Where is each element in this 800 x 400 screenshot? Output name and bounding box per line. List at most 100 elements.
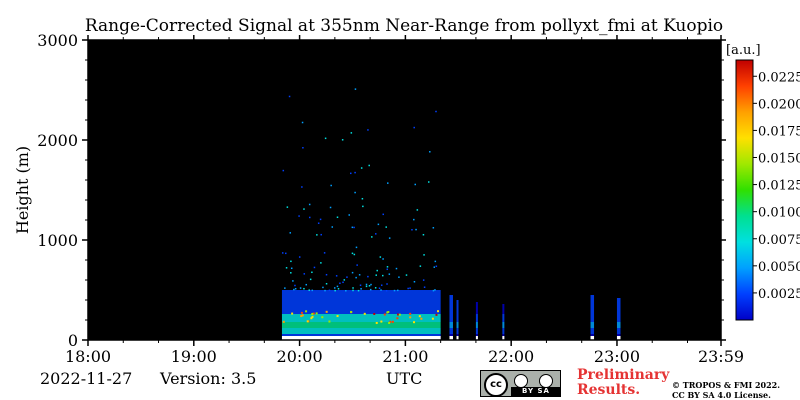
signal-band — [502, 304, 505, 314]
sparse-return — [414, 183, 416, 186]
strong-return — [363, 312, 366, 315]
sparse-return — [432, 289, 435, 292]
y-tick-label: 0 — [68, 331, 78, 350]
sparse-return — [281, 252, 284, 254]
signal-band — [456, 300, 459, 314]
sparse-return — [336, 216, 339, 219]
sparse-return — [413, 218, 415, 221]
sparse-return — [324, 289, 326, 292]
signal-band — [475, 302, 478, 314]
signal-band — [456, 322, 459, 328]
signal-band — [590, 314, 595, 322]
sparse-return — [388, 273, 391, 275]
sparse-return — [331, 226, 334, 228]
strong-return — [435, 313, 438, 316]
sparse-return — [311, 289, 314, 292]
cc-license-badge: cc BY SA — [480, 370, 561, 397]
signal-band — [616, 322, 621, 328]
strong-return — [325, 310, 328, 313]
strong-return — [397, 313, 400, 316]
signal-band — [616, 298, 621, 314]
sparse-return — [292, 280, 294, 282]
sparse-return — [422, 233, 425, 236]
sparse-return — [308, 289, 310, 291]
strong-return — [301, 314, 304, 317]
sa-icon — [539, 374, 553, 388]
signal-segment-7 — [616, 298, 621, 340]
sparse-return — [365, 285, 368, 288]
sparse-return — [388, 237, 391, 239]
sparse-return — [398, 276, 400, 278]
strong-return — [388, 321, 391, 324]
sparse-return — [339, 282, 341, 285]
sparse-return — [427, 181, 430, 183]
sparse-return — [323, 252, 326, 254]
strong-return — [321, 316, 324, 319]
sparse-return — [375, 274, 377, 276]
strong-return — [310, 317, 313, 320]
sparse-return — [334, 289, 336, 292]
sparse-return — [294, 284, 296, 287]
date-label: 2022-11-27 — [40, 369, 133, 388]
copyright-notice: © TROPOS & FMI 2022. CC BY SA 4.0 Licens… — [672, 380, 780, 400]
strong-return — [373, 312, 376, 315]
sparse-return — [290, 260, 292, 263]
sparse-return — [298, 215, 300, 217]
sparse-return — [376, 269, 378, 272]
sparse-return — [362, 205, 364, 208]
strong-return — [420, 317, 423, 320]
sparse-return — [407, 287, 409, 290]
colorbar-tick-label: 0.0225 — [758, 70, 800, 85]
sparse-return — [290, 267, 293, 270]
saturation-band — [502, 336, 505, 340]
sparse-return — [382, 213, 385, 216]
sparse-return — [337, 288, 340, 290]
copyright-line2: CC BY SA 4.0 License. — [672, 390, 771, 400]
sparse-return — [325, 282, 328, 285]
sparse-return — [433, 266, 436, 268]
sparse-return — [289, 232, 292, 234]
sparse-return — [355, 276, 357, 279]
sparse-return — [393, 289, 396, 292]
signal-segment-3 — [456, 300, 459, 340]
colorbar-tick-label: 0.0200 — [758, 97, 800, 112]
sparse-return — [330, 184, 332, 187]
signal-band — [281, 314, 441, 322]
sparse-return — [370, 283, 372, 286]
sparse-return — [423, 286, 426, 288]
sparse-return — [434, 260, 437, 263]
sparse-return — [301, 121, 304, 124]
sparse-return — [386, 266, 389, 268]
sparse-return — [365, 283, 368, 286]
strong-return — [300, 311, 303, 314]
sparse-return — [375, 233, 377, 235]
sparse-return — [308, 216, 311, 219]
colorbar-tick-label: 0.0175 — [758, 124, 800, 139]
saturation-band — [456, 336, 459, 340]
sparse-return — [435, 110, 437, 113]
colorbar-tick-label: 0.0150 — [758, 152, 800, 167]
sparse-return — [352, 289, 354, 292]
sparse-return — [320, 233, 322, 236]
y-tick-label: 2000 — [37, 131, 78, 150]
sparse-return — [346, 276, 348, 278]
sparse-return — [343, 279, 346, 281]
sparse-return — [355, 246, 358, 249]
sparse-return — [324, 137, 327, 140]
y-tick-label: 1000 — [37, 231, 78, 250]
sparse-return — [369, 288, 372, 291]
saturation-band — [590, 336, 595, 340]
sparse-return — [415, 228, 417, 231]
strong-return — [300, 315, 303, 318]
sparse-return — [348, 214, 350, 216]
colorbar: [a.u.] 0.0025 0.0050 0.0075 0.0100 0.0125 0.0… — [726, 43, 800, 321]
sparse-return — [419, 265, 422, 267]
strong-return — [383, 313, 386, 316]
sparse-return — [367, 129, 369, 131]
sparse-return — [352, 287, 354, 289]
sparse-return — [298, 256, 301, 258]
sparse-return — [308, 203, 311, 206]
strong-return — [409, 312, 412, 315]
sparse-return — [386, 268, 389, 271]
y-axis: 0 1000 2000 3000 — [37, 31, 726, 350]
